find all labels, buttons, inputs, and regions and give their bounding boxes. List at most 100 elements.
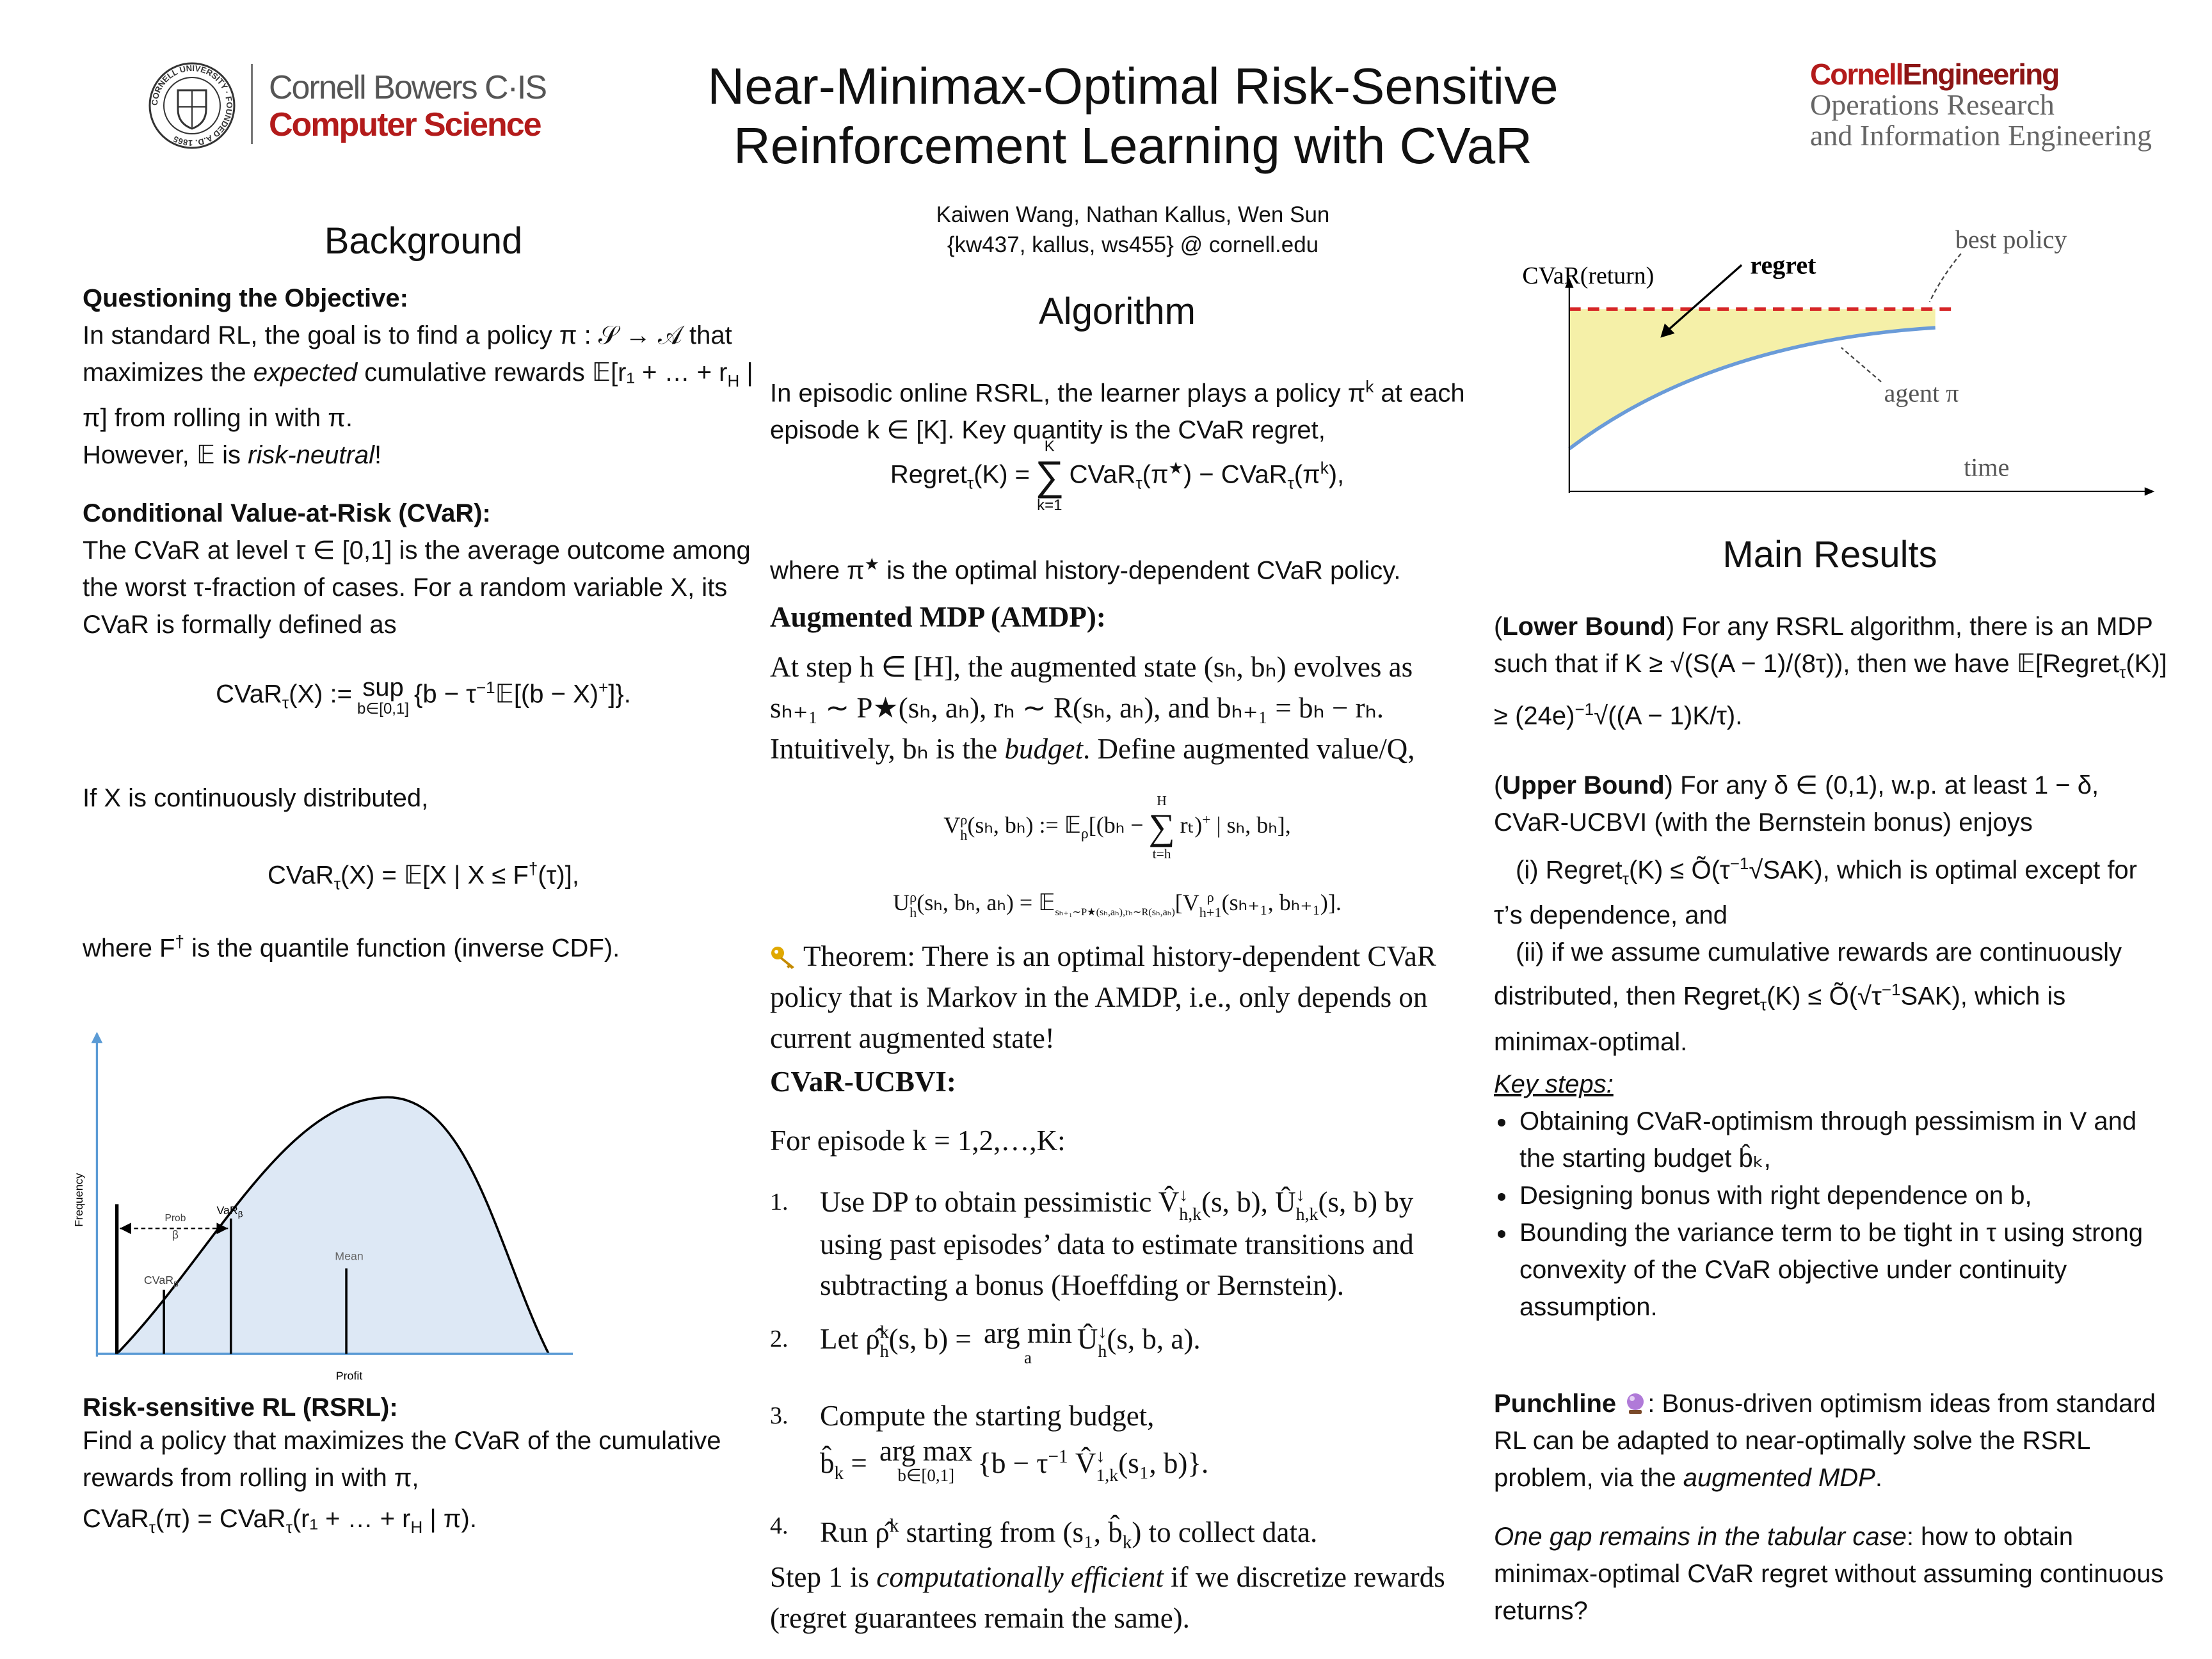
text-run: ★ [864,554,879,573]
shape: Let ρ̂ k h (s, b) = arg min a Û ↓ h (s, b, a). [820,1318,1466,1366]
text-run: arg max [879,1435,973,1467]
subheading: Conditional Value-at-Risk (CVaR): [83,499,491,527]
arrow [1841,347,1882,383]
arrow-head [120,1222,228,1235]
subheading: Risk-sensitive RL (RSRL): [83,1393,398,1422]
authors-block: Kaiwen Wang, Nathan Kallus, Wen Sun {kw4… [832,200,1434,260]
text-run: † [528,859,538,878]
step: 1. Use DP to obtain pessimistic V̂ ↓ h,k (s… [770,1182,1466,1306]
shape: ↓ 1,k [1096,1447,1118,1485]
seal-ring [163,77,221,134]
text-run: ) For any δ ∈ (0,1), w.p. at least 1 − δ… [1494,771,2099,837]
text-run: Run [820,1516,876,1548]
cvar-def: Conditional Value-at-Risk (CVaR): The CV… [83,495,767,643]
text-run: 1,k [1096,1465,1119,1486]
shape: H ∑ t=h [1149,794,1175,862]
text-run: (r₁ + … + r [292,1505,411,1533]
text-run: CVaR [216,680,282,709]
text-run: h [960,826,968,843]
text-run: 2. [770,1326,789,1352]
equation: CVaRτ(X) = 𝔼[X | X ≤ F†(τ)], [83,850,764,902]
label: VaRβ [216,1204,243,1219]
shape: ↓ h [1098,1323,1107,1361]
text-run: τ [148,1518,156,1537]
list: Obtaining CVaR-optimism through pessimis… [1494,1103,2172,1326]
label: regret [1750,250,1816,279]
text-run: if we discretize rewards (regret guarant… [770,1561,1445,1634]
shape [774,950,778,954]
objective: Questioning the Objective: In standard R… [83,280,767,474]
text-run: (τ)], [538,861,579,890]
text-run: τ [966,473,974,493]
text-run: ρ [1081,825,1089,842]
subheading: CVaR-UCBVI: [770,1066,956,1098]
text-run: (sₕ, bₕ) := 𝔼 [967,812,1082,838]
text-run: h [879,1341,889,1361]
text-run: τ [1622,869,1629,888]
regret-figure: CVaR(return) regret best policy agent π … [1522,225,2155,496]
shape [1630,1396,1635,1401]
text-run: rₜ) [1180,812,1203,838]
seal-ring [148,62,236,149]
text-run: (s, b) = [888,1323,979,1355]
shape: Run ρ̂k starting from (s₁, b̂k) to colle… [820,1505,1466,1563]
shape: K ∑ k=1 [1035,438,1064,514]
label: best policy [1955,225,2067,253]
text-run: (K)] ≥ (24e) [1494,650,2167,730]
text-run: CVaR [144,1274,173,1286]
text-run: + [1202,812,1211,829]
text-run: SAK), which is minimax-optimal. [1494,982,2066,1056]
shape: sup b∈[0,1] [357,674,409,717]
text-run: Engineering [1902,58,2060,91]
orie-logo: CornellEngineering Operations Research a… [1810,59,2152,151]
theorem: Theorem: There is an optimal history-dep… [770,936,1468,1059]
punchline: Punchline : Bonus-driven optimism ideas … [1494,1385,2172,1496]
text-run: −1 [1575,700,1594,719]
rsrl: Risk-sensitive RL (RSRL): Find a policy … [83,1393,787,1546]
text-run: ↓ [1098,1322,1107,1343]
text-run: risk-neutral [248,441,374,469]
text-run: (s, b) by using past episodes’ data to e… [820,1186,1414,1301]
logo-divider [251,64,253,144]
density-fill [116,1097,549,1354]
orie-logo-line: CornellEngineering [1810,59,2152,90]
title: Near-Minimax-Optimal Risk-Sensitive Rein… [576,56,1690,175]
text-run: Use DP to obtain pessimistic [820,1186,1158,1218]
authors: Kaiwen Wang, Nathan Kallus, Wen Sun [936,202,1330,227]
text-run: V̂ [1075,1447,1096,1479]
label: Mean [335,1249,364,1262]
text-run: (X) = 𝔼[X | X ≤ F [341,861,529,890]
text-run: 𝔼[(b − X) [495,680,599,709]
paragraph: For episode k = 1,2,…,K: [770,1125,1066,1157]
arrow [1667,264,1743,332]
text-run: (i) Regret [1516,856,1623,885]
distribution-figure: Frequency Prob β VaRβ CVaRβ Mean Profit [72,1032,573,1382]
text-run: (π [1142,460,1169,489]
text-run: −1 [476,678,495,697]
text-run: k [1365,377,1374,396]
text-run: −1 [1881,980,1901,1000]
text-run: τ [1759,995,1767,1014]
subheading: Key steps: [1494,1070,1614,1098]
text-run: ρ [960,812,968,828]
shape: arg min a [984,1318,1072,1366]
shape [780,957,794,969]
agent-curve [1568,326,1936,451]
text-run: b∈[0,1] [357,700,409,718]
figure-labels: CVaR(return) regret best policy agent π … [1522,225,2067,481]
text-run: ★ [1168,458,1183,478]
section-heading: Algorithm [1039,291,1196,332]
text-run: Û [1077,1323,1098,1355]
axis-arrow [91,1032,103,1043]
list-item: Obtaining CVaR-optimism through pessimis… [1517,1103,2172,1177]
arrow-head [1660,323,1675,338]
text-run: ) − CVaR [1183,460,1288,489]
text-run: ( [1494,771,1503,799]
text-run: computationally efficient [876,1561,1164,1593]
axis-label: Frequency [72,1173,85,1227]
label: β [172,1228,179,1241]
text-run: √SAK), which is optimal except for τ’s d… [1494,856,2137,930]
text-run: (π [1294,460,1320,489]
text-run: 4. [770,1512,789,1539]
